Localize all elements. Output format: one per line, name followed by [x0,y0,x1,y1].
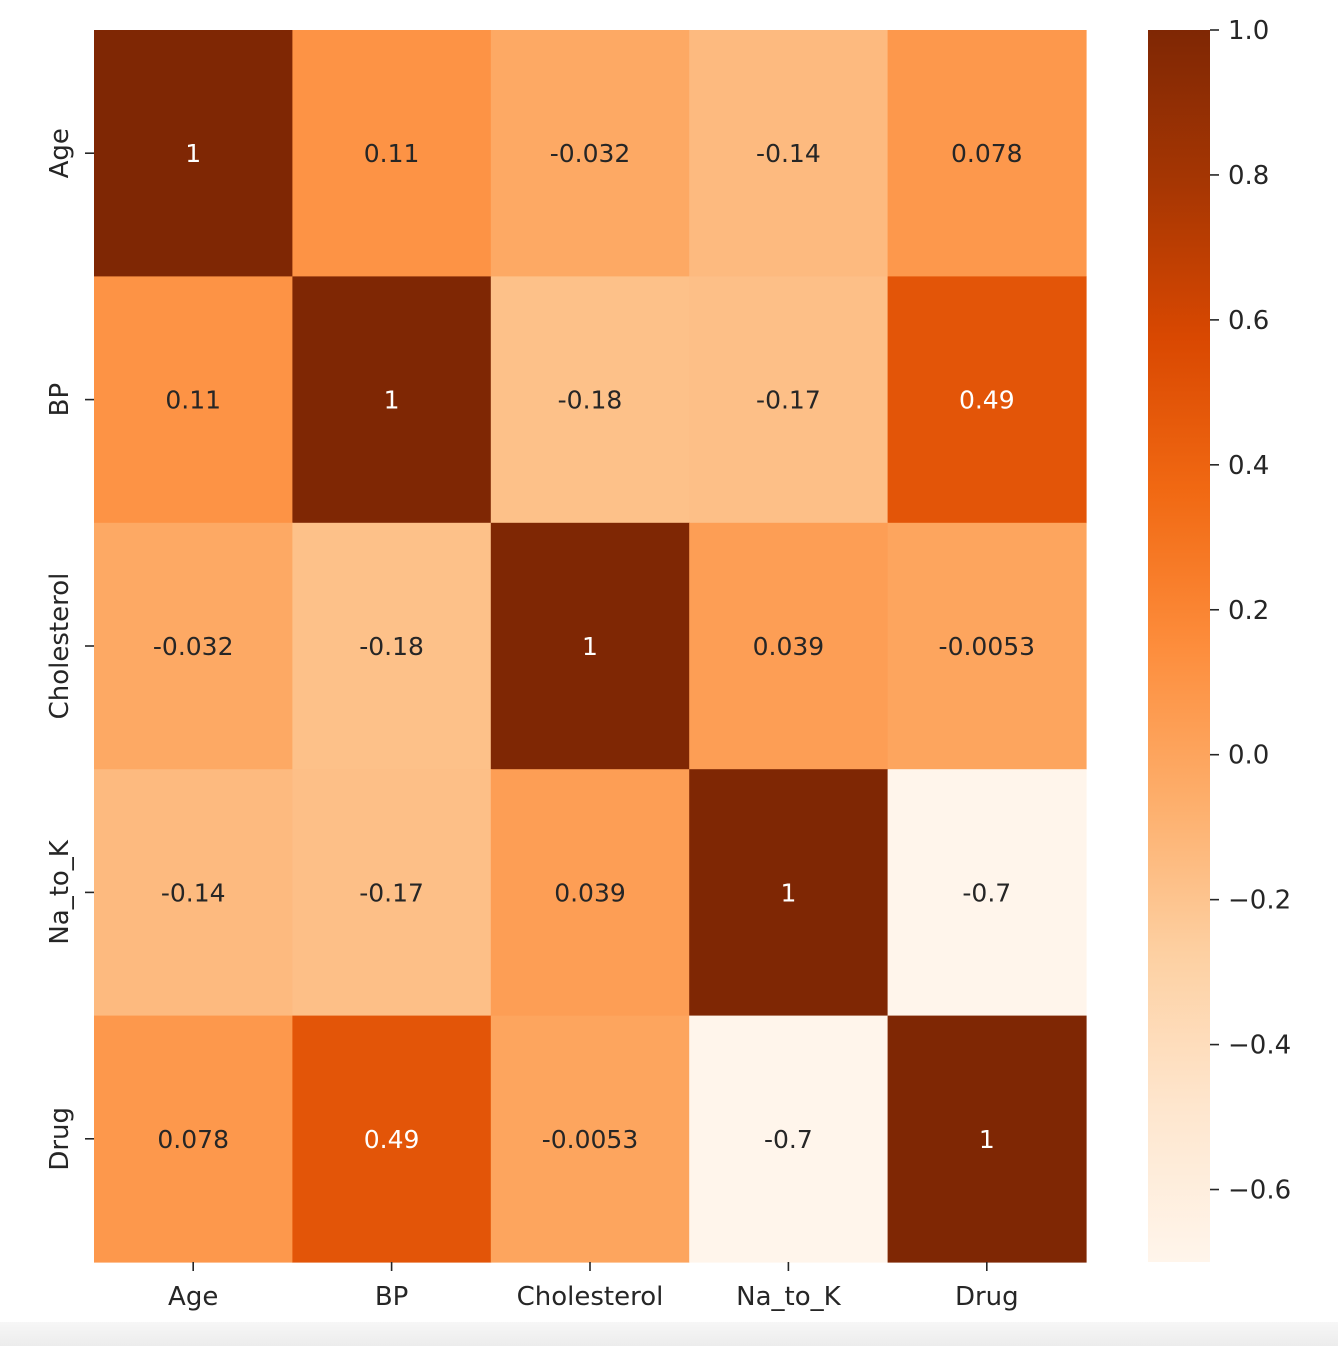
heatmap-cell-na-to-k-cholesterol [490,769,690,1017]
cell-annotation: -0.18 [558,386,623,415]
colorbar-tick-label: 0.0 [1228,741,1269,771]
cell-annotation: 1 [384,386,400,415]
colorbar-tick-label: 0.8 [1228,161,1269,191]
x-tick-label-drug: Drug [955,1282,1019,1312]
colorbar-tick-label: 0.4 [1228,451,1269,481]
heatmap-cell-drug-age [94,1015,293,1263]
cell-annotations: 1 0.11 -0.032 -0.14 0.078 0.11 1 -0.18 -0.17 0.49… [153,139,1035,1154]
y-tick-label-drug: Drug [45,1107,75,1171]
y-tick-label-cholesterol: Cholesterol [45,573,75,720]
cell-annotation: -0.0053 [542,1125,639,1154]
cell-annotation: -0.18 [359,632,424,661]
heatmap-cell-cholesterol-cholesterol [490,522,690,770]
heatmap-cell-age-na-to-k [689,30,889,277]
cell-annotation: 0.49 [959,386,1015,415]
heatmap-cell-na-to-k-na-to-k [689,769,889,1017]
heatmap-cell-drug-na-to-k [689,1015,889,1263]
x-tick-label-cholesterol: Cholesterol [517,1282,664,1312]
x-axis: Age BP Cholesterol Na_to_K Drug [168,1262,1019,1312]
cell-annotation: 0.078 [157,1125,229,1154]
heatmap-cell-drug-bp [292,1015,492,1263]
heatmap-cell-drug-drug [887,1015,1087,1263]
heatmap-cells [94,30,1087,1263]
colorbar-tick-label: 0.6 [1228,306,1269,336]
x-tick-label-na-to-k: Na_to_K [736,1282,841,1312]
heatmap-cell-age-bp [292,30,492,277]
heatmap-cell-cholesterol-na-to-k [689,522,889,770]
heatmap-cell-bp-cholesterol [490,276,690,524]
cell-annotation: -0.14 [161,878,226,907]
x-tick-label-age: Age [168,1282,218,1312]
cell-annotation: 0.039 [753,632,825,661]
cell-annotation: -0.17 [756,386,821,415]
cell-annotation: 0.11 [364,139,420,168]
heatmap-cell-cholesterol-drug [887,522,1087,770]
colorbar: 1.0 0.8 0.6 0.4 0.2 0.0 −0.2 −0.4 −0.6 [1148,16,1291,1262]
colorbar-tick-label: −0.2 [1228,886,1291,916]
cell-annotation: 1 [780,878,796,907]
y-tick-label-age: Age [45,128,75,178]
cell-annotation: 1 [185,139,201,168]
heatmap-cell-age-drug [887,30,1087,277]
cell-annotation: 0.11 [165,386,221,415]
colorbar-tick-label: 1.0 [1228,16,1269,46]
cell-annotation: -0.17 [359,878,424,907]
x-tick-label-bp: BP [375,1282,409,1312]
cell-annotation: 0.49 [364,1125,420,1154]
heatmap-cell-bp-bp [292,276,492,524]
cell-annotation: -0.032 [550,139,631,168]
heatmap-cell-cholesterol-age [94,522,293,770]
heatmap-cell-cholesterol-bp [292,522,492,770]
colorbar-tick-label: 0.2 [1228,596,1269,626]
heatmap-cell-bp-age [94,276,293,524]
heatmap-cell-age-age [94,30,293,277]
colorbar-tick-label: −0.6 [1228,1176,1291,1206]
cell-annotation: 0.078 [951,139,1023,168]
y-axis: Age BP Cholesterol Na_to_K Drug [45,128,94,1171]
heatmap-cell-drug-cholesterol [490,1015,690,1263]
y-tick-label-na-to-k: Na_to_K [45,839,75,944]
cell-annotation: -0.0053 [939,632,1036,661]
cell-annotation: -0.7 [962,878,1011,907]
y-tick-label-bp: BP [45,383,75,417]
heatmap-cell-age-cholesterol [490,30,690,277]
cell-annotation: -0.7 [764,1125,813,1154]
cell-annotation: -0.032 [153,632,234,661]
cell-annotation: 0.039 [554,878,626,907]
heatmap-cell-bp-drug [887,276,1087,524]
colorbar-tick-label: −0.4 [1228,1031,1291,1061]
heatmap-cell-na-to-k-drug [887,769,1087,1017]
colorbar-gradient [1148,30,1210,1262]
heatmap-cell-na-to-k-age [94,769,293,1017]
cell-annotation: -0.14 [756,139,821,168]
window-bottom-edge [0,1322,1338,1346]
cell-annotation: 1 [582,632,598,661]
cell-annotation: 1 [979,1125,995,1154]
heatmap-cell-bp-na-to-k [689,276,889,524]
heatmap-cell-na-to-k-bp [292,769,492,1017]
